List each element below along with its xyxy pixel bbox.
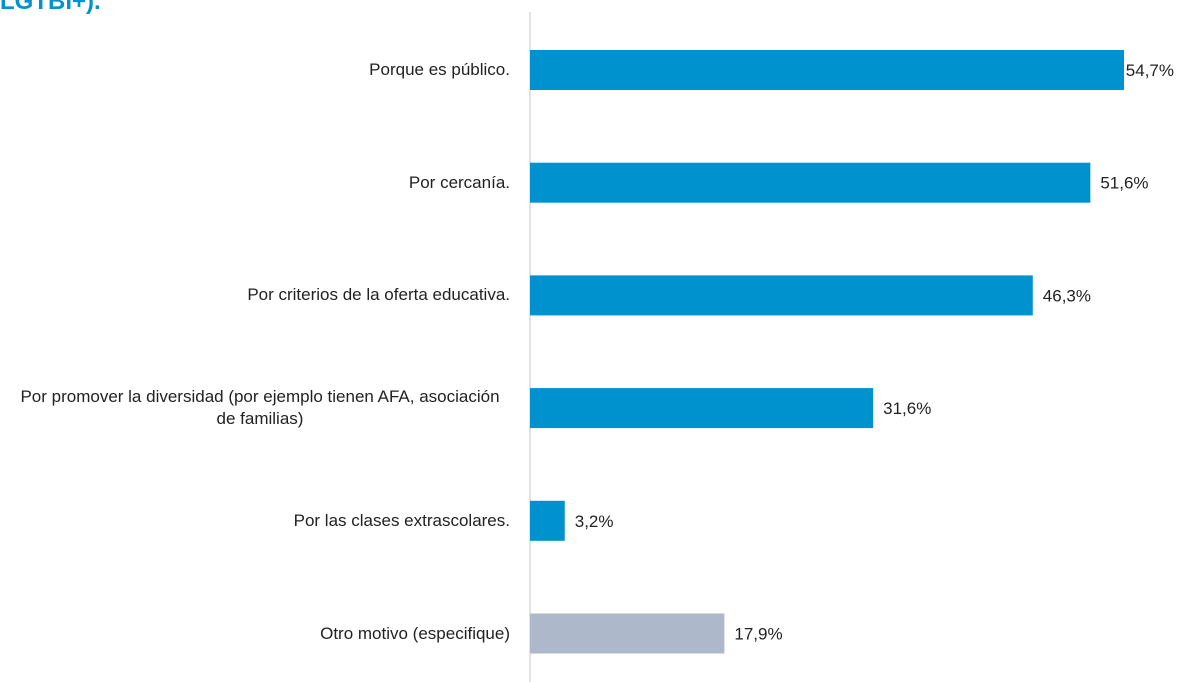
bar (530, 275, 1033, 316)
bar (530, 388, 874, 429)
category-label: Por promover la diversidad (por ejemplo … (20, 387, 500, 429)
value-label: 3,2% (575, 512, 614, 531)
category-label: Por las clases extrascolares. (293, 510, 510, 530)
bar (530, 50, 1124, 90)
category-label: Por criterios de la oferta educativa. (247, 285, 510, 305)
bar (530, 613, 725, 654)
value-label: 31,6% (883, 399, 931, 418)
value-label: 17,9% (734, 625, 782, 644)
category-label: Porque es público. (369, 60, 510, 79)
chart-title: LGTBI+). (0, 0, 101, 15)
value-label: 54,7% (1126, 61, 1174, 80)
category-label: Por cercanía. (408, 172, 510, 192)
category-label: Otro motivo (especifique) (320, 623, 510, 643)
value-label: 51,6% (1100, 174, 1148, 193)
value-label: 46,3% (1043, 286, 1091, 305)
bar (530, 162, 1091, 203)
bar (530, 500, 565, 541)
